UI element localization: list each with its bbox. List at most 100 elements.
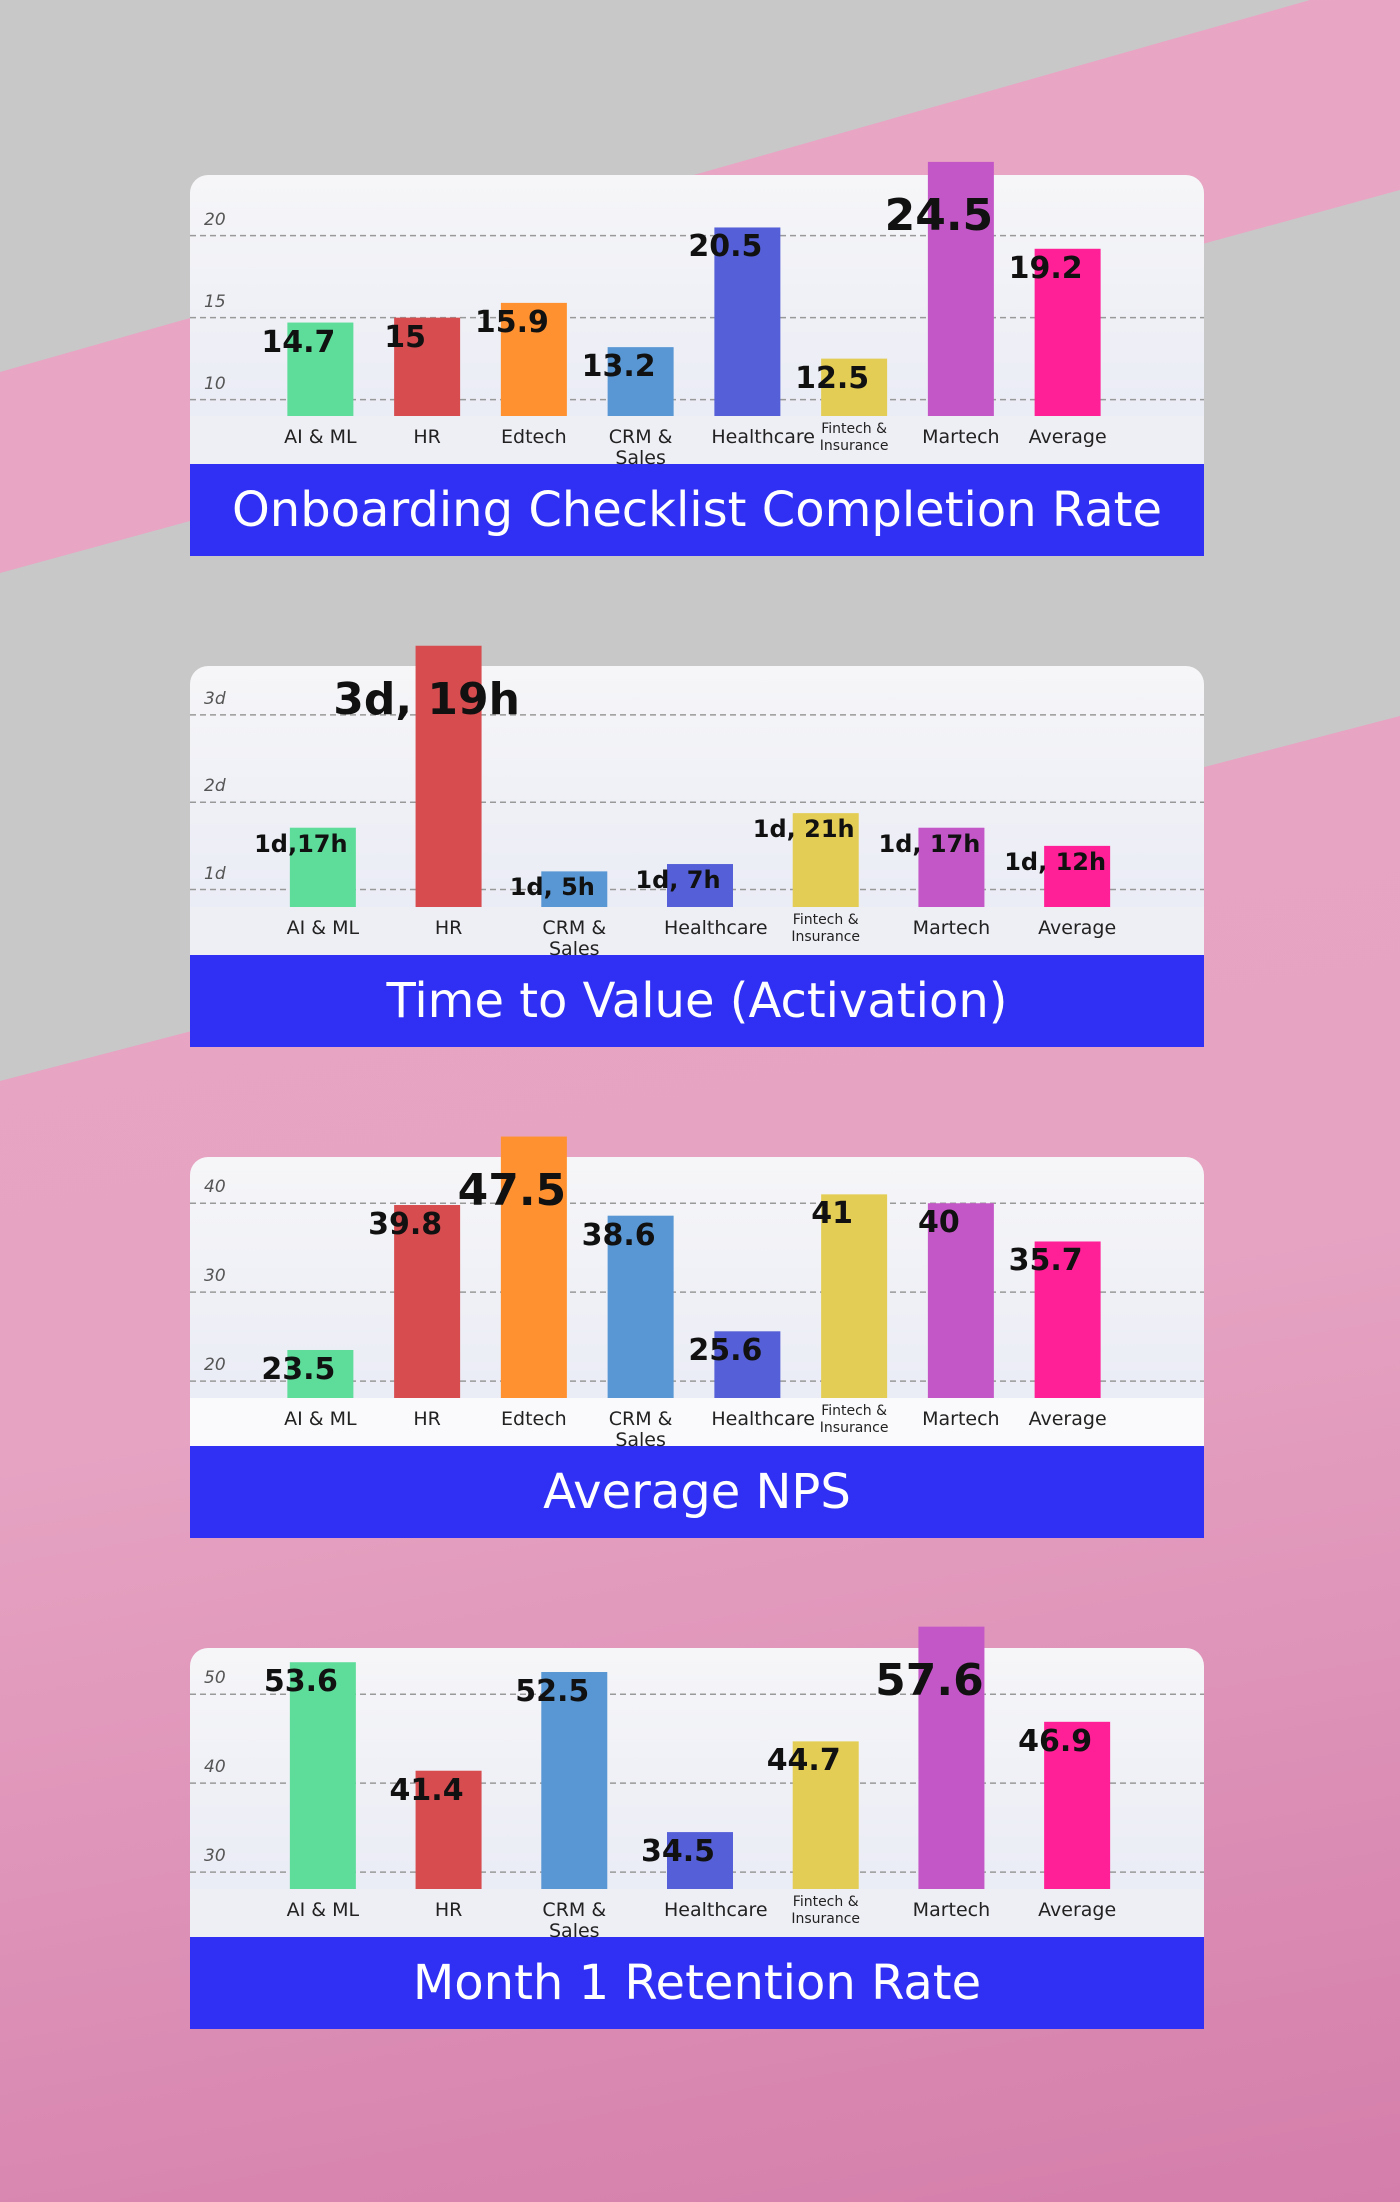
x-tick-label: Fintech & Insurance [819,421,889,454]
data-label: 38.6 [581,1217,656,1253]
y-tick-label: 10 [204,373,226,394]
x-tick-label: Average [1028,1408,1107,1430]
x-tick-label: Fintech & Insurance [791,1894,861,1927]
x-tick-label: HR [413,1408,441,1430]
y-tick-label: 30 [204,1266,226,1287]
data-label: 57.6 [875,1654,984,1706]
x-tick-label: Martech [912,1899,991,1921]
bar [927,1203,994,1398]
x-tick-label: Fintech & Insurance [791,912,861,945]
bar [918,827,985,907]
x-tick-label: Martech [922,1408,1000,1430]
x-tick-label: Healthcare [711,426,815,448]
bar [821,358,888,416]
bar [287,322,354,416]
bar [1034,1241,1101,1398]
y-tick-label: 50 [204,1668,226,1689]
x-tick-label: Healthcare [664,1899,768,1921]
x-tick-label: HR [413,426,441,448]
bar [289,1662,356,1889]
category-strip [190,1398,1204,1446]
data-label: 25.6 [688,1333,763,1369]
bar [500,1136,567,1398]
bar [792,1741,859,1889]
bar [415,645,482,907]
bar [667,864,733,907]
x-tick-label: HR [434,917,463,939]
bar [1044,1721,1111,1889]
chart-title: Month 1 Retention Rate [190,1937,1204,2029]
bar [918,1626,985,1889]
bar [667,1832,733,1889]
x-tick-label: Healthcare [664,917,768,939]
x-tick-label: AI & ML [284,426,357,448]
bar [394,1205,461,1398]
data-label: 12.5 [795,360,870,396]
category-strip [190,416,1204,464]
category-strip [190,907,1204,955]
data-label: 46.9 [1018,1723,1093,1759]
x-tick-label: Fintech & Insurance [819,1403,889,1436]
data-label: 44.7 [766,1743,841,1779]
data-label: 23.5 [261,1351,336,1387]
bar [541,1672,608,1889]
data-label: 19.2 [1008,250,1083,286]
bar [607,1215,674,1398]
data-label: 40 [918,1205,960,1241]
data-label: 1d, 5h [509,873,595,902]
chart-title: Average NPS [190,1446,1204,1538]
y-tick-label: 30 [204,1846,226,1867]
data-label: 52.5 [515,1674,590,1709]
data-label: 20.5 [688,229,763,265]
data-label: 24.5 [884,189,994,241]
bar [821,1194,888,1398]
bar [541,871,608,907]
data-label: 41 [811,1196,853,1232]
data-label: 3d, 19h [333,673,520,725]
bar [714,227,781,416]
x-tick-label: Average [1028,426,1107,448]
x-tick-label: Martech [922,426,1000,448]
y-tick-label: 40 [204,1757,226,1778]
x-tick-label: Edtech [501,426,567,448]
y-tick-label: 3d [204,688,226,709]
chart-title: Onboarding Checklist Completion Rate [190,464,1204,556]
x-tick-label: Average [1038,1899,1117,1921]
y-tick-label: 1d [204,863,226,884]
bar [792,813,859,907]
y-tick-label: 20 [204,1355,226,1376]
data-label: 14.7 [261,324,336,360]
x-tick-label: CRM & Sales [542,917,607,960]
x-tick-label: HR [434,1899,463,1921]
x-tick-label: CRM & Sales [608,1408,673,1451]
bar [1044,845,1111,907]
bar [714,1331,781,1398]
data-label: 1d, 7h [635,866,721,895]
bar [415,1770,482,1889]
bar [1034,248,1101,416]
category-strip [190,1889,1204,1937]
data-label: 39.8 [368,1207,443,1243]
data-label: 53.6 [263,1664,338,1700]
data-label: 1d,17h [254,829,348,858]
bar [394,317,461,416]
data-label: 34.5 [640,1834,716,1870]
y-tick-label: 40 [204,1177,226,1198]
x-tick-label: Martech [912,917,991,939]
chart-title: Time to Value (Activation) [190,955,1204,1047]
data-label: 15.9 [474,304,549,340]
y-tick-label: 2d [204,776,226,797]
x-tick-label: AI & ML [284,1408,357,1430]
x-tick-label: Edtech [501,1408,567,1430]
bar [289,827,356,907]
y-tick-label: 20 [204,209,226,230]
data-label: 13.2 [581,349,656,385]
bar [607,347,674,416]
bar [500,302,567,416]
x-tick-label: CRM & Sales [542,1899,607,1942]
